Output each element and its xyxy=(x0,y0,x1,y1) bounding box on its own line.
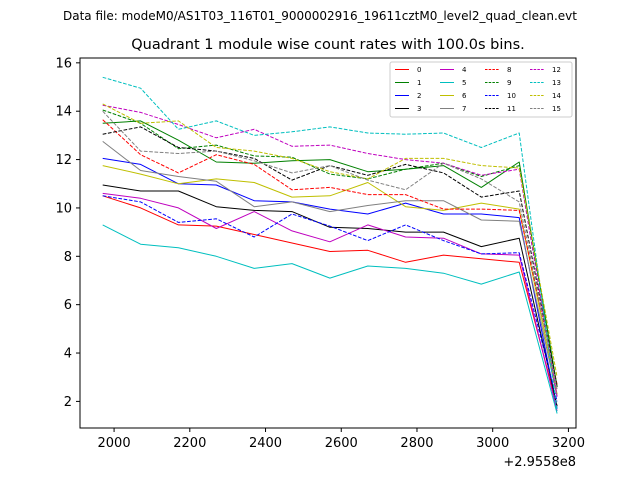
chart-suptitle: Data file: modeM0/AS1T03_116T01_90000029… xyxy=(63,9,577,23)
x-tick-label: 2400 xyxy=(249,436,282,451)
y-tick-label: 16 xyxy=(55,56,72,71)
y-tick-label: 4 xyxy=(64,347,72,362)
y-tick-label: 2 xyxy=(64,395,72,410)
legend-label-13: 13 xyxy=(552,79,561,87)
x-tick-label: 2800 xyxy=(400,436,433,451)
legend-label-2: 2 xyxy=(417,92,421,100)
axes-frame xyxy=(79,57,577,429)
y-tick-label: 14 xyxy=(55,105,72,120)
series-line-13 xyxy=(102,76,558,412)
legend-label-6: 6 xyxy=(462,92,467,100)
series-line-10 xyxy=(102,195,558,402)
series-line-0 xyxy=(102,195,558,407)
x-tick-label: 2600 xyxy=(325,436,358,451)
y-tick-label: 6 xyxy=(64,298,72,313)
series-line-6 xyxy=(102,165,558,395)
x-tick-label: 3000 xyxy=(476,436,509,451)
legend-label-1: 1 xyxy=(417,79,421,87)
x-offset-label: +2.9558e8 xyxy=(503,455,576,470)
legend-label-10: 10 xyxy=(507,92,516,100)
x-tick-label: 2000 xyxy=(98,436,131,451)
series-line-9 xyxy=(102,109,558,387)
legend-label-4: 4 xyxy=(462,66,467,74)
legend-label-0: 0 xyxy=(417,66,421,74)
legend-label-15: 15 xyxy=(552,105,561,113)
y-tick-label: 8 xyxy=(64,250,72,265)
chart-title: Quadrant 1 module wise count rates with … xyxy=(131,37,525,53)
series-line-8 xyxy=(102,119,558,385)
series-line-14 xyxy=(102,103,558,378)
series-line-12 xyxy=(102,104,558,397)
legend-box xyxy=(389,61,573,118)
legend-label-5: 5 xyxy=(462,79,466,87)
legend-label-12: 12 xyxy=(552,66,561,74)
legend-label-7: 7 xyxy=(462,105,466,113)
legend-label-11: 11 xyxy=(507,105,516,113)
y-tick-label: 10 xyxy=(55,201,72,216)
series-line-5 xyxy=(102,224,558,414)
series-line-15 xyxy=(102,110,558,390)
x-tick-label: 2200 xyxy=(173,436,206,451)
legend-label-3: 3 xyxy=(417,105,421,113)
series-line-7 xyxy=(102,141,558,397)
x-tick-label: 3200 xyxy=(552,436,585,451)
series-line-3 xyxy=(102,184,558,407)
legend-label-14: 14 xyxy=(552,92,561,100)
series-line-1 xyxy=(102,120,558,387)
legend-label-9: 9 xyxy=(507,79,511,87)
legend-label-8: 8 xyxy=(507,66,511,74)
y-tick-label: 12 xyxy=(55,153,72,168)
plot-series xyxy=(102,76,558,414)
series-line-11 xyxy=(102,126,558,387)
